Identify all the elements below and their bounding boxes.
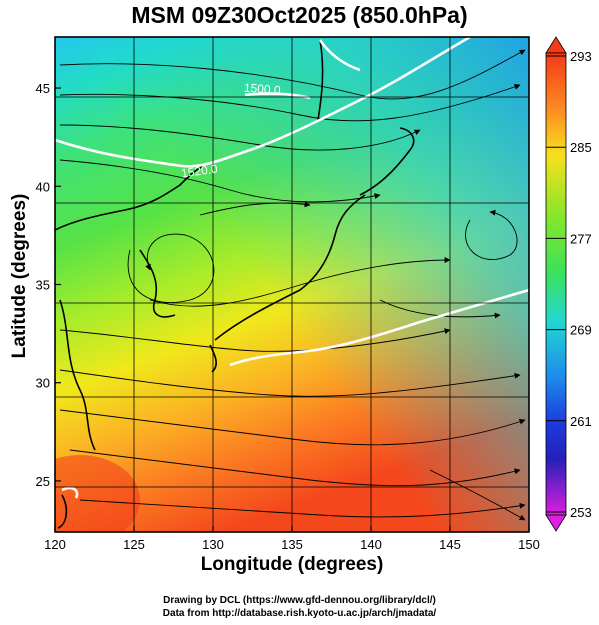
- streamline: [379, 299, 501, 319]
- x-tick-label: 135: [281, 537, 303, 552]
- colorbar-tick-label: 285: [570, 140, 592, 155]
- streamline: [429, 469, 526, 521]
- x-tick-label: 150: [518, 537, 540, 552]
- x-tick-label: 140: [360, 537, 382, 552]
- coastline-korea: [139, 249, 176, 318]
- contours-1500: [55, 37, 529, 499]
- credit-drawing: Drawing by DCL (https://www.gfd-dennou.o…: [163, 595, 436, 606]
- x-tick-label: 120: [44, 537, 66, 552]
- coastline-sakhalin: [317, 39, 324, 121]
- colorbar-tick-label: 261: [570, 414, 592, 429]
- streamline: [79, 499, 526, 518]
- y-axis-ticks: 25 30 35 40 45: [36, 81, 61, 489]
- streamline: [59, 124, 421, 151]
- streamline: [59, 409, 526, 446]
- streamline: [59, 49, 526, 100]
- streamlines: [59, 49, 526, 521]
- x-axis-ticks: 120 125 130 135 140 145 150: [44, 526, 540, 552]
- coastline-japan: [214, 194, 366, 341]
- coastline-hokkaido: [359, 127, 415, 196]
- colorbar-ticks: 293 285 277 269 261 253: [546, 49, 592, 520]
- contour-label: 1520.0: [180, 162, 219, 181]
- x-axis-label: Longitude (degrees): [200, 554, 384, 575]
- warm-patch-southwest: [55, 455, 140, 532]
- coastline-china-east: [59, 299, 96, 451]
- colorbar-tick-label: 277: [570, 231, 592, 246]
- map-grid: [55, 37, 529, 532]
- map-title: MSM 09Z30Oct2025 (850.0hPa): [131, 2, 468, 28]
- y-tick-label: 40: [36, 179, 50, 194]
- streamline: [69, 449, 521, 487]
- colorbar-tick-label: 253: [570, 505, 592, 520]
- x-tick-label: 130: [202, 537, 224, 552]
- contour-line: [55, 37, 471, 168]
- contour-label: 1500.0: [243, 81, 281, 98]
- colorbar-gradient: [545, 52, 567, 516]
- y-tick-label: 45: [36, 81, 50, 96]
- y-tick-label: 30: [36, 376, 50, 391]
- coastline-asia-mainland: [55, 164, 206, 231]
- streamline: [149, 257, 451, 307]
- x-tick-label: 125: [123, 537, 145, 552]
- streamline: [59, 369, 521, 397]
- coastline-kyushu: [209, 344, 217, 373]
- streamline: [59, 159, 381, 203]
- streamline: [465, 209, 518, 260]
- colorbar-tick-label: 269: [570, 323, 592, 338]
- colorbar-tick-label: 293: [570, 49, 592, 64]
- coastlines: [55, 39, 415, 529]
- coastline-taiwan: [57, 494, 68, 529]
- contour-labels: 1500.0 1520.0: [180, 81, 281, 181]
- y-axis-label: Latitude (degrees): [9, 193, 30, 359]
- streamline: [59, 328, 451, 352]
- streamline: [199, 201, 311, 216]
- streamline: [59, 83, 521, 122]
- contour-line: [229, 288, 529, 367]
- colorbar-top-triangle: [545, 36, 567, 54]
- contour-line: [318, 39, 361, 72]
- y-tick-label: 35: [36, 278, 50, 293]
- colorbar: 293 285 277 269 261 253: [545, 36, 592, 532]
- colorbar-bottom-triangle: [545, 514, 567, 532]
- credit-data: Data from http://database.rish.kyoto-u.a…: [162, 608, 437, 619]
- contour-line: [61, 486, 79, 499]
- x-tick-label: 145: [439, 537, 461, 552]
- y-tick-label: 25: [36, 474, 50, 489]
